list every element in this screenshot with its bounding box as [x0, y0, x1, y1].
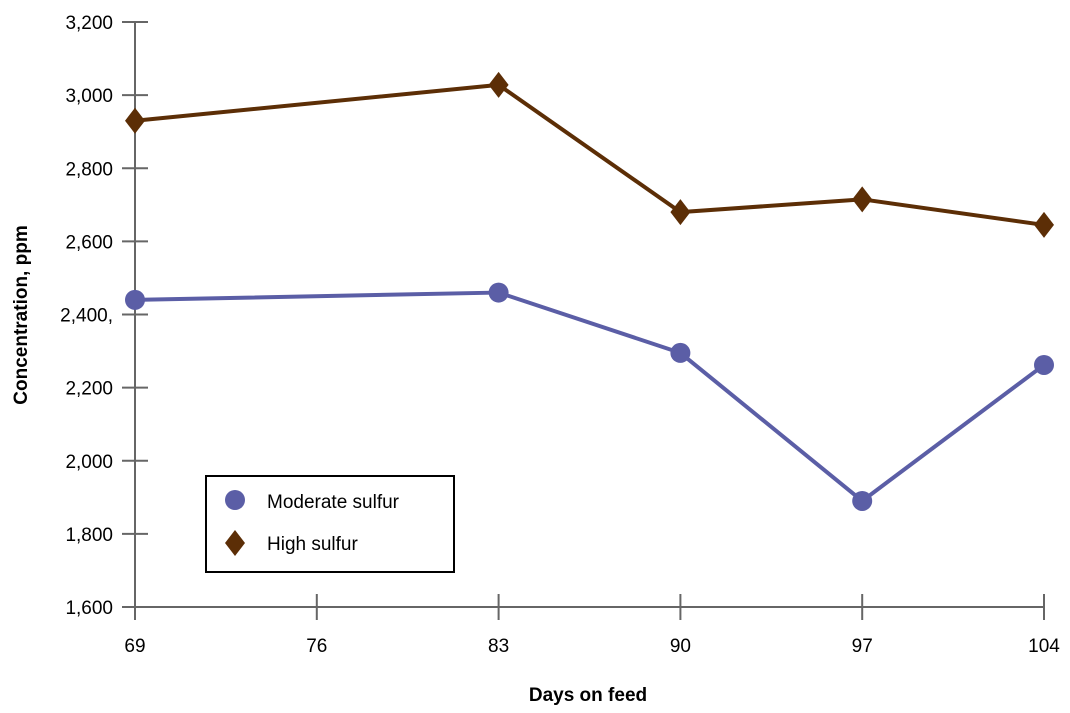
x-axis-title: Days on feed — [529, 685, 647, 706]
y-tick-label: 3,000 — [65, 86, 113, 107]
data-point-high-sulfur — [488, 71, 509, 98]
x-tick-label: 76 — [306, 636, 327, 657]
x-tick-label: 104 — [1028, 636, 1060, 657]
series-line-moderate-sulfur — [134, 290, 1046, 503]
legend-label-high-sulfur: High sulfur — [267, 534, 358, 555]
data-point-high-sulfur — [125, 107, 145, 134]
y-tick-label: 2,400, — [60, 306, 113, 327]
y-tick-label: 2,200 — [65, 379, 113, 400]
data-point-moderate-sulfur — [125, 289, 145, 310]
y-tick-label: 3,200 — [65, 13, 113, 34]
y-axis-title: Concentration, ppm — [11, 225, 32, 404]
legend: Moderate sulfur High sulfur — [205, 475, 455, 573]
data-point-high-sulfur — [852, 186, 873, 213]
y-tick-label: 1,600 — [65, 598, 113, 619]
series-line-high-sulfur — [134, 82, 1045, 227]
data-point-high-sulfur — [1034, 211, 1054, 238]
y-tick-label: 2,000 — [65, 452, 113, 473]
data-point-moderate-sulfur — [1034, 354, 1054, 375]
data-point-high-sulfur — [670, 199, 691, 226]
x-tick-label: 83 — [488, 636, 509, 657]
y-tick-label: 1,800 — [65, 525, 113, 546]
legend-marker-high-sulfur — [225, 530, 245, 556]
data-point-moderate-sulfur — [852, 490, 873, 511]
axes: 1,600 1,800 2,000 2,200 2,400, 2,600 2,800 3,00… — [60, 13, 1060, 657]
x-ticks: 69 76 83 90 97 104 — [124, 594, 1060, 657]
y-tick-label: 2,600 — [65, 232, 113, 253]
legend-marker-moderate-sulfur — [225, 490, 245, 510]
y-tick-label: 2,800 — [65, 159, 113, 180]
data-point-moderate-sulfur — [670, 342, 691, 363]
legend-label-moderate-sulfur: Moderate sulfur — [267, 492, 400, 513]
series-layer — [125, 71, 1054, 511]
data-point-moderate-sulfur — [488, 282, 509, 303]
y-ticks: 1,600 1,800 2,000 2,200 2,400, 2,600 2,800 3,00… — [60, 13, 148, 619]
x-tick-label: 97 — [852, 636, 873, 657]
x-tick-label: 69 — [124, 636, 145, 657]
legend-box — [205, 475, 455, 573]
x-tick-label: 90 — [670, 636, 691, 657]
